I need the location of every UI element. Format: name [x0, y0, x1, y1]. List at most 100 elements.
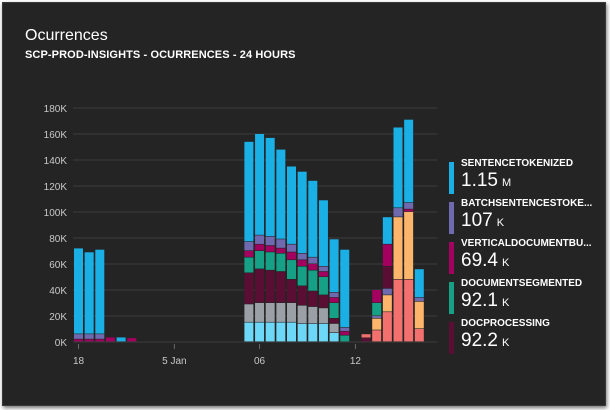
ocurrences-tile[interactable]: Ocurrences SCP-PROD-INSIGHTS - OCURRENCE… — [2, 2, 606, 406]
y-tick-label: 140K — [44, 156, 68, 167]
y-tick-label: 100K — [44, 208, 68, 219]
bar-segment — [74, 339, 83, 342]
bar-segment — [308, 257, 318, 264]
bar-segment — [404, 279, 414, 342]
bar-segment — [95, 249, 105, 334]
bar-segment — [414, 301, 424, 329]
bar-segment — [329, 303, 339, 318]
legend-item-documentsegmented[interactable]: DOCUMENTSEGMENTED 92.1 K — [449, 278, 599, 316]
bar-segment — [329, 292, 339, 298]
bar-segment — [255, 244, 265, 251]
x-tick-label: 12 — [350, 356, 362, 367]
x-tick-label: 06 — [254, 356, 266, 367]
legend-value: 92.2 — [461, 330, 498, 351]
legend-item-batchsentencestoke[interactable]: BATCHSENTENCESTOKE... 107 K — [449, 198, 599, 236]
bar-segment — [404, 212, 414, 279]
bar-segment — [393, 208, 403, 217]
legend-value: 1.15 — [461, 170, 498, 191]
bar-segment — [276, 248, 286, 253]
bar-segment — [255, 322, 265, 342]
legend-swatch — [449, 282, 454, 314]
bar-segment — [329, 323, 339, 333]
legend-name: BATCHSENTENCESTOKE... — [461, 198, 593, 209]
bar-segment — [318, 200, 328, 266]
chart-legend: SENTENCETOKENIZED 1.15 M BATCHSENTENCESTO… — [449, 156, 599, 356]
bar-segment — [276, 239, 286, 248]
y-tick-label: 20K — [49, 312, 67, 323]
bar-segment — [404, 202, 414, 209]
bar-segment — [340, 331, 350, 335]
y-tick-label: 60K — [49, 260, 67, 271]
legend-name: DOCUMENTSEGMENTED — [461, 278, 583, 289]
bar-segment — [318, 295, 328, 308]
bar-segment — [382, 244, 392, 266]
bar-segment — [276, 149, 286, 239]
y-tick-label: 120K — [44, 182, 68, 193]
bar-segment — [382, 288, 392, 295]
bar-segment — [255, 235, 265, 244]
bar-segment — [244, 251, 254, 257]
legend-item-verticaldocumentbu[interactable]: VERTICALDOCUMENTBU... 69.4 K — [449, 238, 599, 276]
bar-segment — [255, 134, 265, 235]
legend-swatch — [449, 202, 454, 234]
legend-item-sentencetokenized[interactable]: SENTENCETOKENIZED 1.15 M — [449, 158, 599, 196]
bar-segment — [287, 303, 296, 322]
legend-name: DOCPROCESSING — [461, 318, 550, 329]
bar-segment — [116, 337, 126, 342]
bar-segment — [329, 297, 339, 303]
bar-segment — [255, 303, 265, 322]
bar-segment — [84, 252, 94, 334]
ocurrences-chart: 0K 20K 40K 60K 80K 100K 120K 140K 160K 180K 18 5 J… — [44, 104, 437, 367]
legend-item-docprocessing[interactable]: DOCPROCESSING 92.2 K — [449, 318, 599, 356]
bar-segment — [287, 260, 296, 279]
bar-segment — [84, 339, 94, 342]
bar-segment — [297, 260, 307, 266]
bar-segment — [308, 291, 318, 307]
bar-segment — [74, 334, 83, 339]
bar-segment — [308, 270, 318, 291]
bar-segment — [308, 180, 318, 257]
bar-segment — [340, 249, 350, 328]
bar-segment — [74, 248, 83, 334]
legend-name: SENTENCETOKENIZED — [461, 158, 574, 169]
legend-value: 92.1 — [461, 290, 498, 311]
y-tick-label: 160K — [44, 130, 68, 141]
x-tick-label: 18 — [73, 356, 85, 367]
bar-segment — [404, 209, 414, 212]
bar-segment — [329, 332, 339, 342]
bar-segment — [297, 286, 307, 305]
bar-segment — [393, 279, 403, 342]
bar-segment — [95, 339, 105, 342]
bar-segment — [382, 266, 392, 289]
bar-segment — [287, 322, 296, 342]
bar-segment — [244, 141, 254, 242]
legend-swatch — [449, 322, 454, 354]
bar-segment — [382, 312, 392, 342]
bar-segment — [372, 330, 382, 342]
bar-segment — [265, 236, 275, 246]
bar-segment — [372, 303, 382, 316]
bar-segment — [318, 308, 328, 324]
bar-segment — [308, 323, 318, 342]
y-tick-label: 180K — [44, 104, 68, 115]
bar-segment — [276, 271, 286, 303]
bar-segment — [244, 304, 254, 322]
bar-segment — [276, 303, 286, 322]
legend-swatch — [449, 242, 454, 274]
bar-segment — [318, 266, 328, 272]
bar-segment — [255, 251, 265, 269]
bar-segment — [414, 297, 424, 302]
tile-title: Ocurrences — [25, 27, 108, 44]
bar-segment — [340, 335, 350, 342]
bar-segment — [297, 305, 307, 324]
bar-segment — [287, 244, 296, 252]
bar-segment — [372, 316, 382, 318]
x-tick-label: 5 Jan — [162, 356, 186, 367]
bar-segment — [84, 334, 94, 339]
legend-value: 107 — [461, 210, 493, 231]
bar-segment — [382, 217, 392, 244]
bar-segment — [244, 241, 254, 251]
legend-unit: K — [501, 257, 510, 269]
y-tick-label: 40K — [49, 286, 67, 297]
bar-segment — [372, 290, 382, 303]
